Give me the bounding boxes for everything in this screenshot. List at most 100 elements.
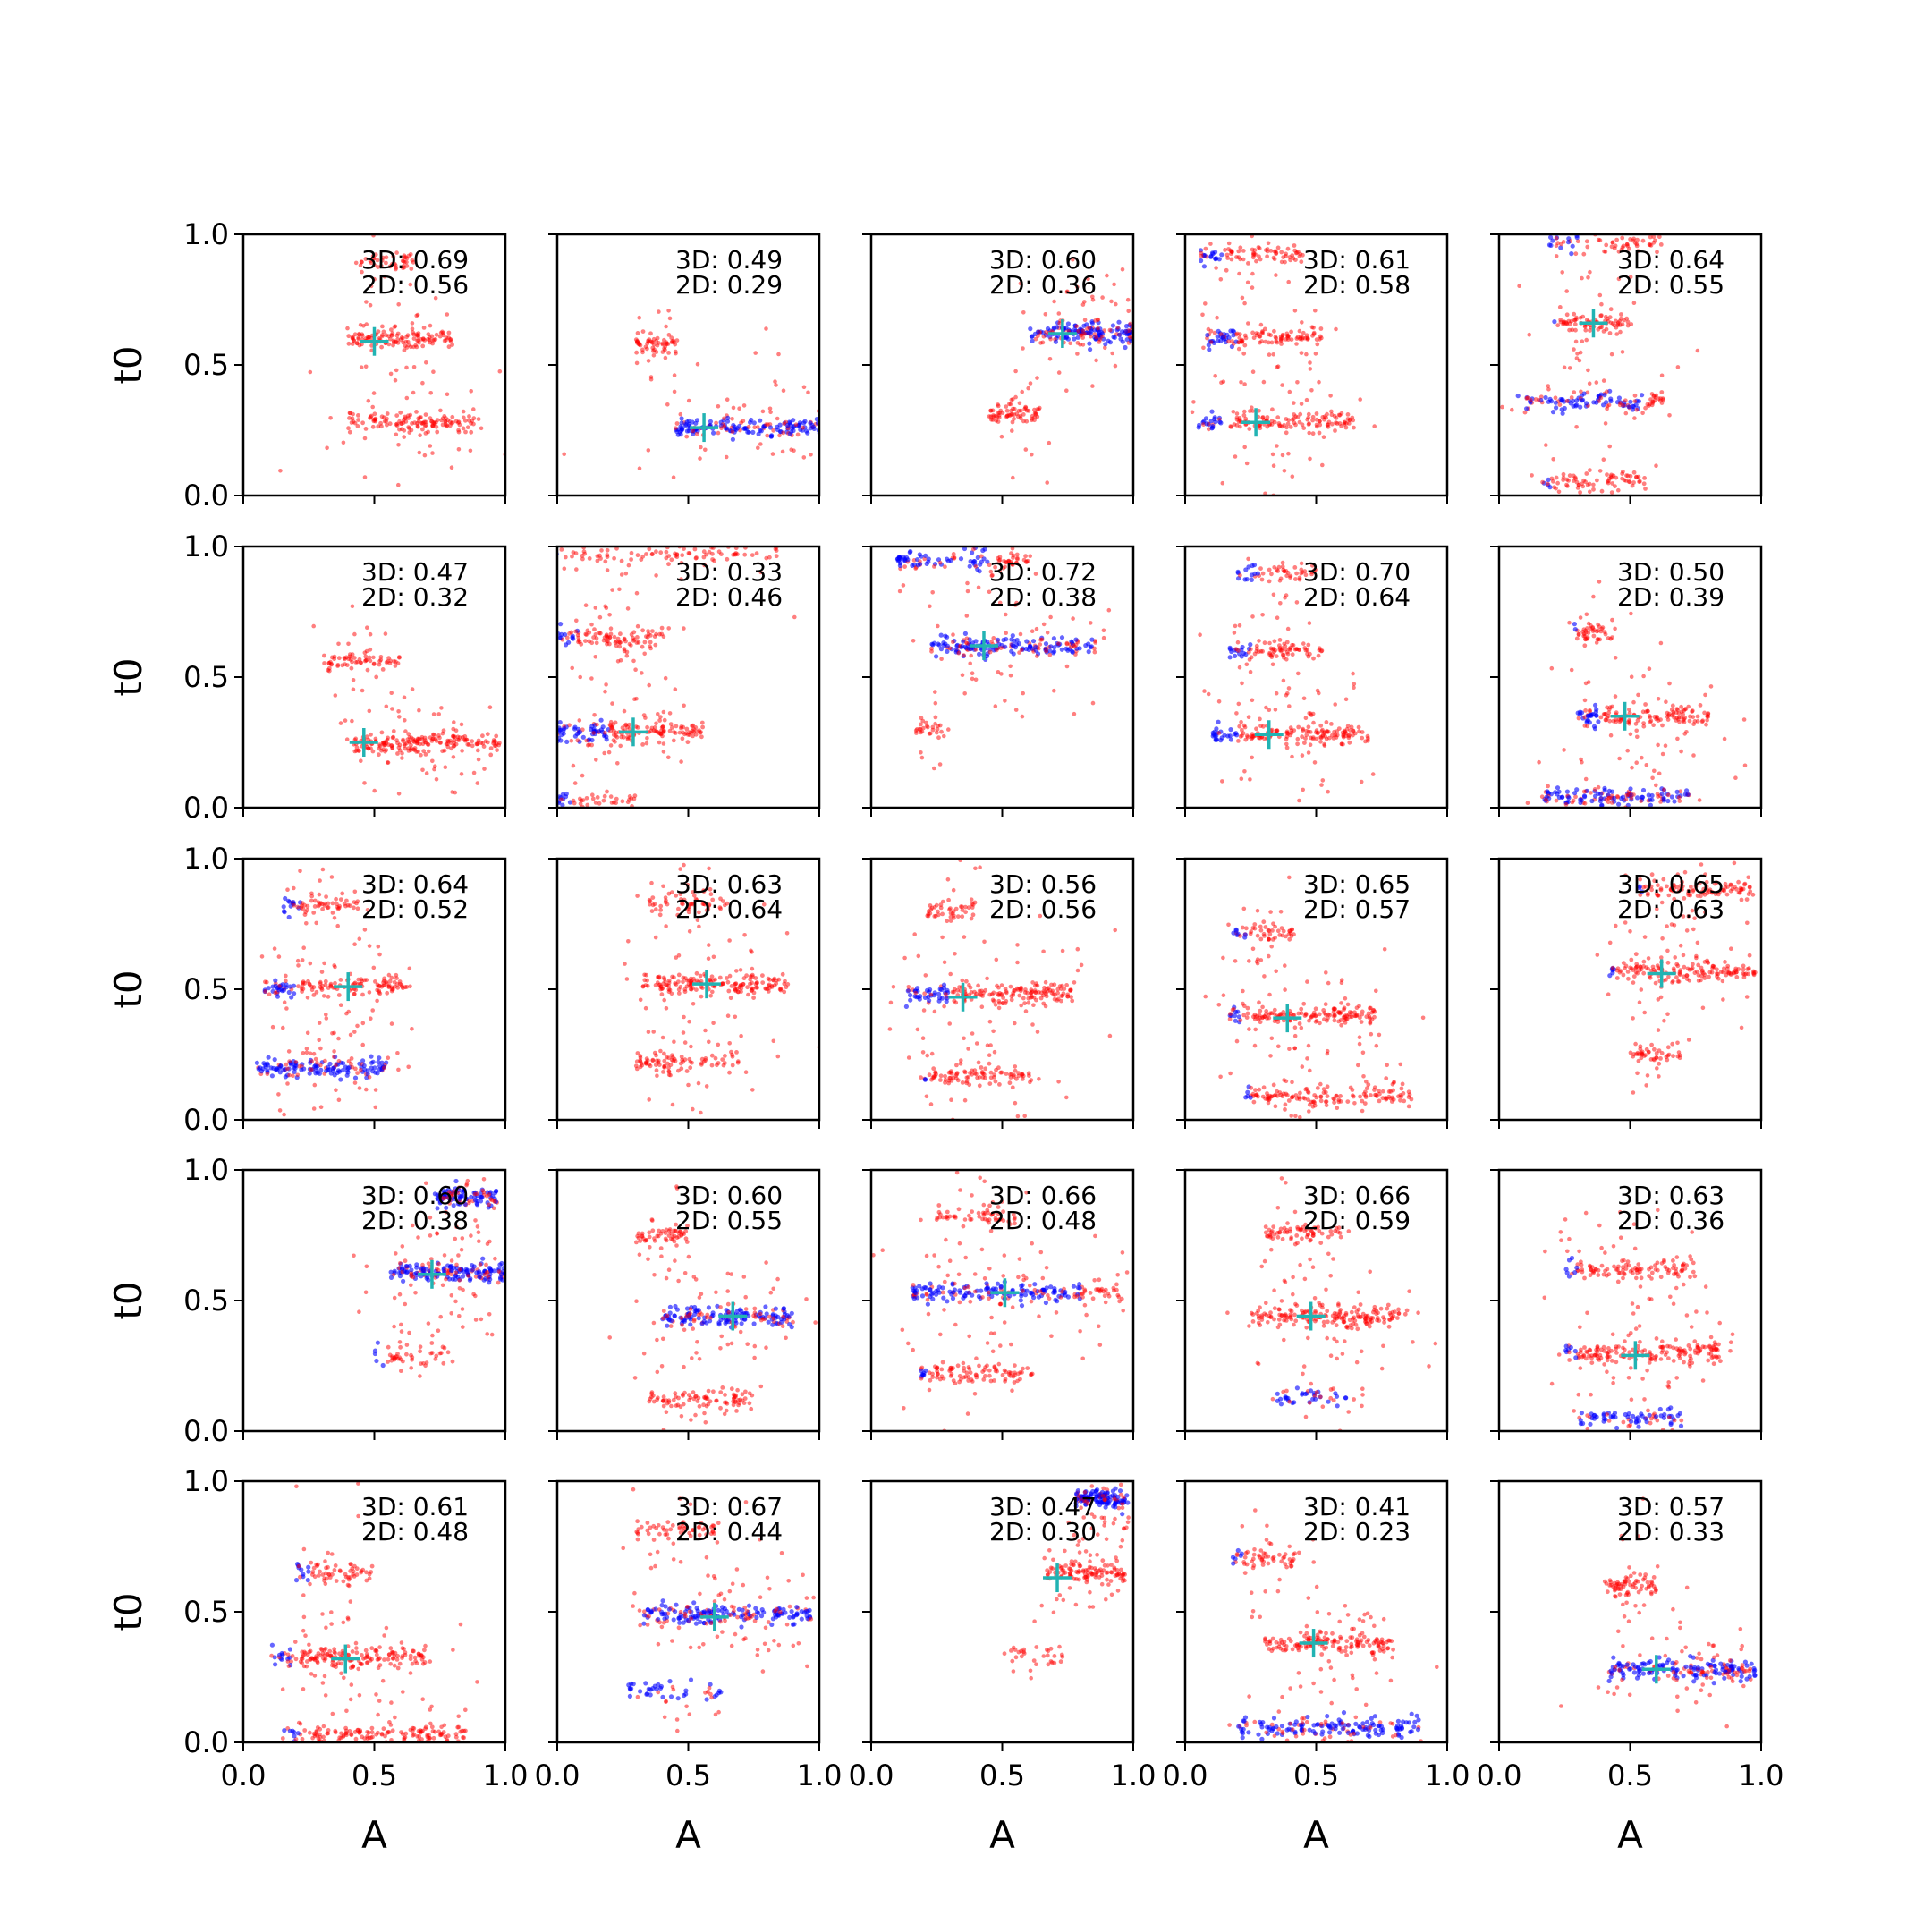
red-point xyxy=(308,961,313,966)
scatter-points xyxy=(887,859,1117,1120)
red-point xyxy=(937,762,943,767)
red-point xyxy=(1632,416,1637,420)
red-point xyxy=(410,1027,414,1031)
red-point xyxy=(394,976,399,980)
red-point xyxy=(697,728,701,733)
red-point xyxy=(703,1028,708,1033)
red-point xyxy=(394,368,399,373)
red-point xyxy=(1045,480,1049,485)
red-point xyxy=(450,414,455,419)
red-point xyxy=(966,1046,970,1051)
red-point xyxy=(1306,411,1311,417)
red-point xyxy=(1329,412,1335,418)
red-point xyxy=(1608,733,1614,738)
red-point xyxy=(1679,749,1683,754)
red-point xyxy=(1045,631,1050,635)
red-point xyxy=(947,907,952,912)
red-point xyxy=(1675,736,1680,741)
red-point xyxy=(623,723,628,728)
red-point xyxy=(345,326,350,331)
red-point xyxy=(724,397,730,402)
red-point xyxy=(350,342,355,346)
blue-point xyxy=(1546,477,1551,483)
red-point xyxy=(1294,342,1299,346)
red-point xyxy=(699,1062,704,1067)
y-tick-label: 0.0 xyxy=(183,1103,229,1137)
red-point xyxy=(1631,480,1636,485)
red-point xyxy=(1665,792,1671,798)
red-point xyxy=(1564,289,1569,293)
red-point xyxy=(371,655,376,660)
blue-point xyxy=(808,420,813,426)
red-point xyxy=(1242,769,1247,774)
red-point xyxy=(1664,699,1668,704)
red-point xyxy=(703,1058,708,1063)
red-point xyxy=(424,360,428,365)
blue-point xyxy=(1028,326,1033,332)
red-point xyxy=(333,980,337,986)
red-point xyxy=(584,632,589,637)
red-point xyxy=(358,1067,363,1072)
red-point xyxy=(1583,776,1589,782)
red-point xyxy=(476,738,481,743)
blue-point xyxy=(708,419,714,424)
blue-point xyxy=(758,428,763,433)
red-point xyxy=(1299,571,1304,576)
blue-point xyxy=(1661,795,1666,801)
red-point xyxy=(367,944,372,948)
red-point xyxy=(1014,600,1019,606)
red-point xyxy=(697,924,701,929)
red-point xyxy=(410,326,415,332)
red-point xyxy=(371,256,377,261)
red-point xyxy=(1072,711,1077,716)
blue-point xyxy=(1594,713,1599,718)
red-point xyxy=(970,912,976,918)
red-point xyxy=(1201,345,1206,351)
red-point xyxy=(360,992,365,997)
red-point xyxy=(654,721,658,726)
red-point xyxy=(658,1048,663,1054)
blue-point xyxy=(1086,649,1091,655)
red-point xyxy=(453,419,459,424)
red-point xyxy=(781,430,786,436)
red-point xyxy=(687,1019,691,1024)
red-point xyxy=(1569,395,1574,400)
red-point xyxy=(647,547,652,552)
red-point xyxy=(411,336,417,341)
red-point xyxy=(411,737,416,741)
red-point xyxy=(1320,462,1325,468)
red-point xyxy=(1251,335,1257,341)
blue-point xyxy=(962,644,968,650)
red-point xyxy=(1648,715,1653,720)
blue-point xyxy=(934,654,939,659)
blue-point xyxy=(1626,404,1631,410)
red-point xyxy=(618,631,623,637)
red-point xyxy=(296,984,301,989)
red-point xyxy=(400,756,404,760)
red-point xyxy=(417,708,421,713)
red-point xyxy=(1591,633,1597,639)
red-point xyxy=(996,670,1001,674)
red-point xyxy=(355,1023,360,1029)
red-point xyxy=(1284,745,1290,750)
blue-point xyxy=(560,792,565,797)
red-point xyxy=(1578,615,1583,620)
red-point xyxy=(770,452,775,456)
red-point xyxy=(336,993,342,997)
red-point xyxy=(370,749,376,754)
red-point xyxy=(276,954,282,959)
annotation-2d: 2D: 0.56 xyxy=(361,270,469,300)
red-point xyxy=(739,1033,743,1038)
red-point xyxy=(1605,472,1609,477)
red-point xyxy=(1080,343,1086,347)
red-point xyxy=(753,981,758,987)
red-point xyxy=(1278,601,1283,606)
red-point xyxy=(801,425,806,430)
red-point xyxy=(999,672,1004,676)
red-point xyxy=(348,652,352,657)
red-point xyxy=(1590,626,1595,631)
blue-point xyxy=(1578,709,1583,715)
red-point xyxy=(403,729,408,733)
red-point xyxy=(370,404,376,410)
red-point xyxy=(973,866,978,871)
